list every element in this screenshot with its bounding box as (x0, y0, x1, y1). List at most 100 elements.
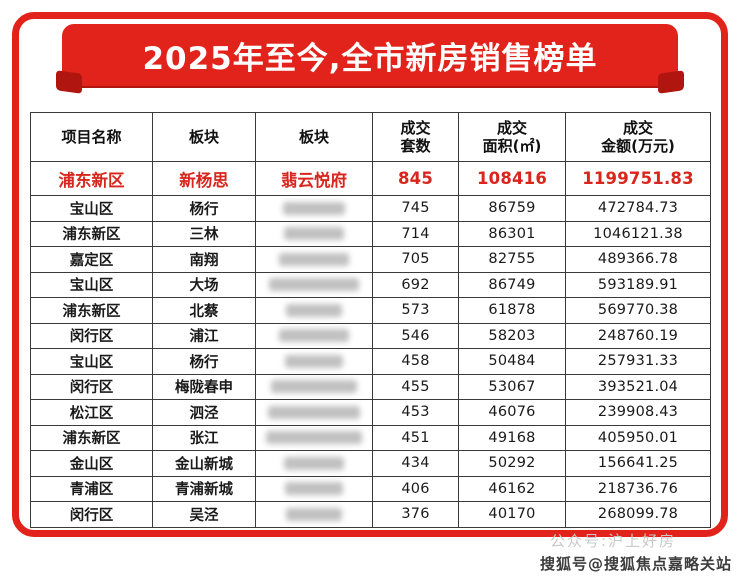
amount-cell: 248760.19 (565, 322, 711, 349)
project-cell (255, 424, 373, 451)
project-cell (255, 501, 373, 528)
table-row: 青浦区 青浦新城 406 46162 218736.76 (30, 475, 711, 502)
district-cell: 松江区 (30, 399, 153, 426)
area-cell: 58203 (458, 322, 566, 349)
blurred-project-name (268, 405, 360, 419)
sector-cell: 吴泾 (152, 501, 256, 528)
sector-cell: 北蔡 (152, 297, 256, 324)
blurred-project-name (279, 329, 349, 343)
table-row: 宝山区 杨行 458 50484 257931.33 (30, 348, 711, 375)
table-row: 松江区 泗泾 453 46076 239908.43 (30, 399, 711, 426)
district-cell: 浦东新区 (30, 424, 153, 451)
table-row: 闵行区 浦江 546 58203 248760.19 (30, 322, 711, 349)
area-cell: 61878 (458, 297, 566, 324)
project-cell (255, 475, 373, 502)
sector-cell: 泗泾 (152, 399, 256, 426)
sales-table-wrap: 项目名称 板块 板块 成交 套数 成交 面积(㎡) 成交 金额(万元) 浦东新区 新杨思 翡云悦… (30, 112, 711, 528)
blurred-project-name (286, 507, 342, 521)
area-cell: 86301 (458, 220, 566, 247)
sector-cell: 张江 (152, 424, 256, 451)
table-row: 浦东新区 张江 451 49168 405950.01 (30, 424, 711, 451)
units-cell: 451 (372, 424, 459, 451)
area-cell: 82755 (458, 246, 566, 273)
sales-table: 项目名称 板块 板块 成交 套数 成交 面积(㎡) 成交 金额(万元) 浦东新区 新杨思 翡云悦… (30, 112, 711, 528)
amount-cell: 405950.01 (565, 424, 711, 451)
sector-cell: 浦江 (152, 322, 256, 349)
area-cell: 40170 (458, 501, 566, 528)
blurred-project-name (266, 431, 362, 445)
district-cell: 闵行区 (30, 501, 153, 528)
project-cell (255, 348, 373, 375)
area-cell: 86759 (458, 195, 566, 222)
table-row: 闵行区 吴泾 376 40170 268099.78 (30, 501, 711, 528)
district-cell: 青浦区 (30, 475, 153, 502)
area-cell: 46076 (458, 399, 566, 426)
project-cell (255, 399, 373, 426)
sector-cell: 青浦新城 (152, 475, 256, 502)
project-cell (255, 220, 373, 247)
units-cell: 453 (372, 399, 459, 426)
col-header: 板块 (152, 112, 256, 162)
amount-cell: 218736.76 (565, 475, 711, 502)
amount-cell: 268099.78 (565, 501, 711, 528)
amount-cell: 239908.43 (565, 399, 711, 426)
district-cell: 嘉定区 (30, 246, 153, 273)
project-cell (255, 195, 373, 222)
units-cell: 745 (372, 195, 459, 222)
blurred-project-name (269, 278, 359, 292)
project-cell (255, 271, 373, 298)
sector-cell: 大场 (152, 271, 256, 298)
area-cell: 108416 (458, 161, 566, 196)
table-row: 宝山区 杨行 745 86759 472784.73 (30, 195, 711, 222)
blurred-project-name (285, 354, 343, 368)
sector-cell: 三林 (152, 220, 256, 247)
blurred-project-name (284, 456, 344, 470)
table-row: 金山区 金山新城 434 50292 156641.25 (30, 450, 711, 477)
col-header: 成交 金额(万元) (565, 112, 711, 162)
district-cell: 闵行区 (30, 373, 153, 400)
sector-cell: 杨行 (152, 195, 256, 222)
table-row: 浦东新区 三林 714 86301 1046121.38 (30, 220, 711, 247)
page-title: 2025年至今,全市新房销售榜单 (142, 40, 598, 77)
district-cell: 浦东新区 (30, 161, 153, 196)
units-cell: 434 (372, 450, 459, 477)
area-cell: 50292 (458, 450, 566, 477)
amount-cell: 593189.91 (565, 271, 711, 298)
table-row: 宝山区 大场 692 86749 593189.91 (30, 271, 711, 298)
sector-cell: 南翔 (152, 246, 256, 273)
amount-cell: 472784.73 (565, 195, 711, 222)
district-cell: 浦东新区 (30, 297, 153, 324)
area-cell: 46162 (458, 475, 566, 502)
units-cell: 376 (372, 501, 459, 528)
project-cell (255, 322, 373, 349)
blurred-project-name (283, 201, 345, 215)
district-cell: 宝山区 (30, 271, 153, 298)
project-cell (255, 450, 373, 477)
district-cell: 宝山区 (30, 195, 153, 222)
sector-cell: 新杨思 (152, 161, 256, 196)
blurred-project-name (286, 303, 342, 317)
units-cell: 546 (372, 322, 459, 349)
area-cell: 86749 (458, 271, 566, 298)
blurred-project-name (285, 482, 343, 496)
project-cell: 翡云悦府 (255, 161, 373, 196)
district-cell: 宝山区 (30, 348, 153, 375)
amount-cell: 257931.33 (565, 348, 711, 375)
project-cell (255, 246, 373, 273)
amount-cell: 156641.25 (565, 450, 711, 477)
sector-cell: 杨行 (152, 348, 256, 375)
watermark-text: 公众号:沪上好房 (549, 532, 676, 550)
units-cell: 845 (372, 161, 459, 196)
units-cell: 692 (372, 271, 459, 298)
col-header: 项目名称 (30, 112, 153, 162)
header-row: 项目名称 板块 板块 成交 套数 成交 面积(㎡) 成交 金额(万元) (30, 112, 711, 162)
blurred-project-name (284, 227, 344, 241)
amount-cell: 393521.04 (565, 373, 711, 400)
district-cell: 浦东新区 (30, 220, 153, 247)
area-cell: 49168 (458, 424, 566, 451)
units-cell: 573 (372, 297, 459, 324)
project-cell (255, 373, 373, 400)
amount-cell: 1046121.38 (565, 220, 711, 247)
sector-cell: 金山新城 (152, 450, 256, 477)
units-cell: 458 (372, 348, 459, 375)
